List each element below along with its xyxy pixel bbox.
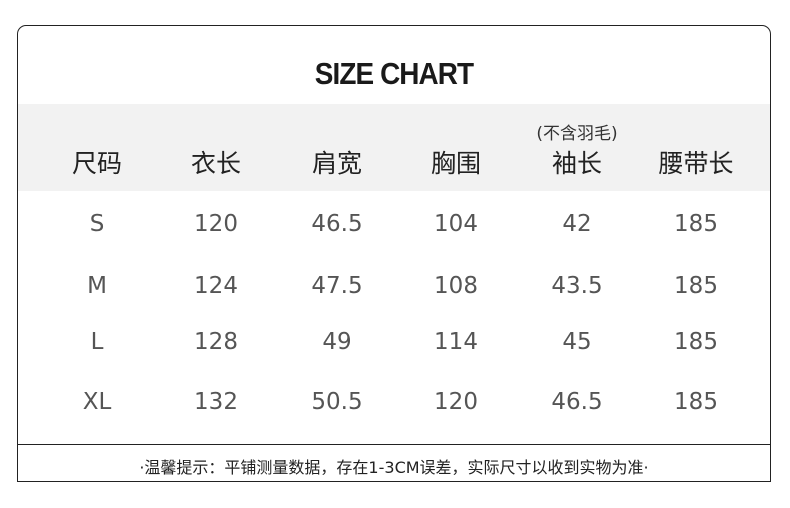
footer-note: ·温馨提示：平铺测量数据，存在1-3CM误差，实际尺寸以收到实物为准·: [139, 458, 649, 477]
table-cell: 47.5: [311, 273, 363, 299]
table-cell: 120: [194, 211, 238, 237]
table-cell: 185: [674, 329, 718, 355]
table-cell: 128: [194, 329, 238, 355]
table-cell: 120: [434, 389, 478, 415]
table-cell: M: [87, 273, 107, 299]
table-cell: 185: [674, 389, 718, 415]
header-belt: 腰带长: [658, 149, 734, 178]
table-cell: 49: [322, 329, 352, 355]
table-cell: 132: [194, 389, 238, 415]
table-cell: 124: [194, 273, 238, 299]
table-cell: 104: [434, 211, 478, 237]
table-cell: 42: [562, 211, 592, 237]
size-chart-frame: SIZE CHART (不含羽毛) 尺码 衣长 肩宽 胸围 袖长 腰带长 S 12…: [17, 25, 771, 482]
table-cell: 114: [434, 329, 478, 355]
chart-title: SIZE CHART: [314, 56, 474, 91]
table-cell: S: [89, 211, 105, 237]
table-cell: 45: [562, 329, 592, 355]
table-cell: 185: [674, 273, 718, 299]
table-cell: 50.5: [311, 389, 363, 415]
header-chest: 胸围: [430, 149, 481, 178]
header-row: (不含羽毛) 尺码 衣长 肩宽 胸围 袖长 腰带长: [18, 104, 770, 191]
header-size: 尺码: [71, 149, 122, 178]
table-cell: 43.5: [551, 273, 603, 299]
header-length: 衣长: [190, 149, 241, 178]
table-cell: 185: [674, 211, 718, 237]
sleeve-note: (不含羽毛): [536, 124, 618, 144]
header-sleeve: 袖长: [551, 149, 602, 178]
table-cell: 46.5: [551, 389, 603, 415]
table-cell: 46.5: [311, 211, 363, 237]
table-cell: XL: [82, 389, 112, 415]
table-cell: 108: [434, 273, 478, 299]
table-cell: L: [90, 329, 104, 355]
header-shoulder: 肩宽: [311, 149, 362, 178]
divider: [18, 444, 770, 445]
